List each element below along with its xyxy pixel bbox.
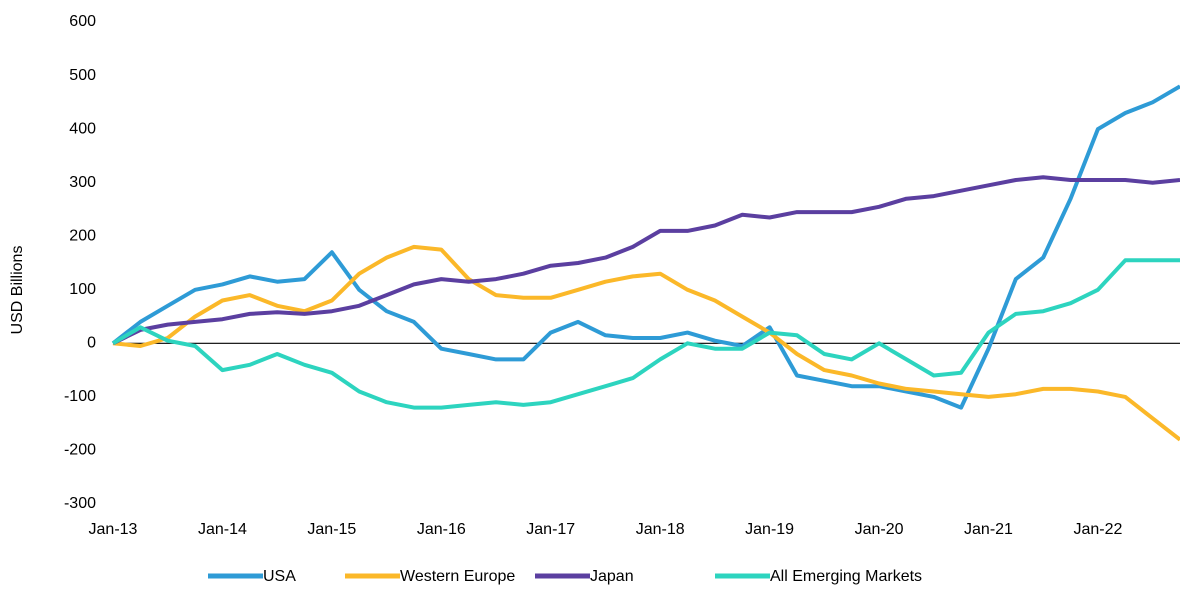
x-tick-label: Jan-16 bbox=[417, 521, 466, 538]
legend-label: All Emerging Markets bbox=[770, 568, 922, 585]
y-tick-label: 0 bbox=[87, 335, 96, 352]
legend-label: Western Europe bbox=[400, 568, 515, 585]
y-axis-label: USD Billions bbox=[9, 246, 26, 335]
x-tick-label: Jan-18 bbox=[636, 521, 685, 538]
x-tick-label: Jan-21 bbox=[964, 521, 1013, 538]
y-tick-label: 400 bbox=[69, 120, 96, 137]
y-tick-label: -200 bbox=[64, 442, 96, 459]
x-tick-label: Jan-22 bbox=[1073, 521, 1122, 538]
series-line bbox=[111, 84, 1180, 410]
y-tick-label: 600 bbox=[69, 13, 96, 30]
y-tick-label: -300 bbox=[64, 495, 96, 512]
legend-label: USA bbox=[263, 568, 296, 585]
x-tick-label: Jan-14 bbox=[198, 521, 247, 538]
series-line bbox=[111, 258, 1180, 410]
x-tick-label: Jan-15 bbox=[307, 521, 356, 538]
x-tick-label: Jan-19 bbox=[745, 521, 794, 538]
x-tick-label: Jan-17 bbox=[526, 521, 575, 538]
y-tick-label: 200 bbox=[69, 227, 96, 244]
y-tick-label: 100 bbox=[69, 281, 96, 298]
series-line bbox=[112, 244, 1180, 442]
x-tick-label: Jan-13 bbox=[89, 521, 138, 538]
legend-label: Japan bbox=[590, 568, 634, 585]
y-tick-label: -100 bbox=[64, 388, 96, 405]
x-tick-label: Jan-20 bbox=[855, 521, 904, 538]
y-tick-label: 300 bbox=[69, 174, 96, 191]
series-line bbox=[112, 175, 1180, 346]
y-tick-label: 500 bbox=[69, 67, 96, 84]
